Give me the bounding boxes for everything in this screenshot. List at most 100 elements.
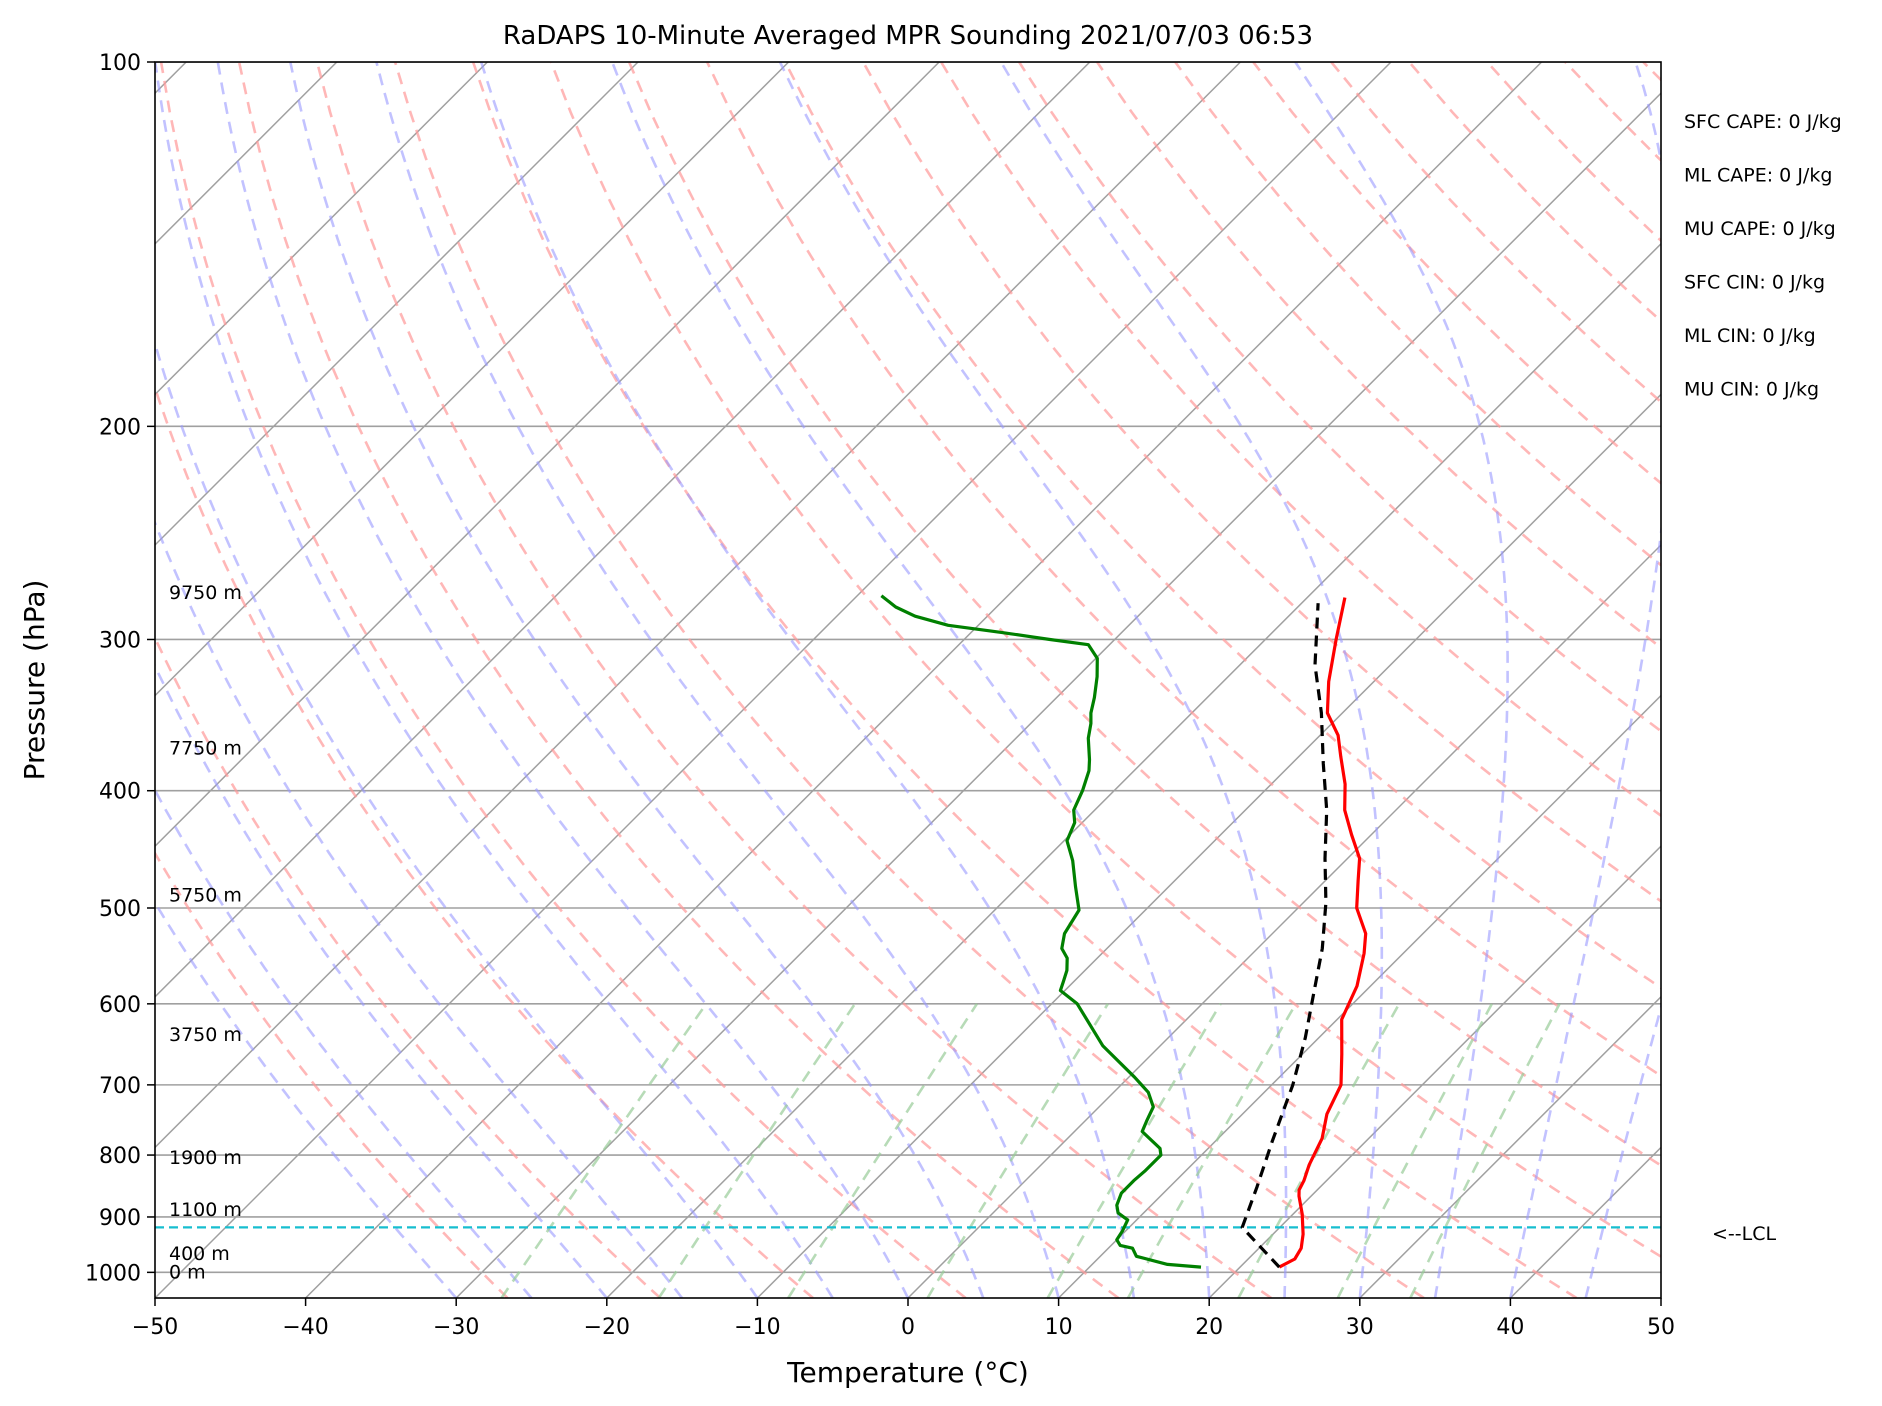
moist-adiabat-line <box>155 900 458 1298</box>
x-tick-label: −30 <box>433 1315 479 1340</box>
dry-adiabat-line <box>155 850 509 1298</box>
isotherm-line <box>155 62 940 848</box>
dry-adiabat-line <box>159 62 967 1298</box>
dry-adiabat-line <box>393 62 1425 1298</box>
x-tick-label: 40 <box>1496 1315 1524 1340</box>
y-axis-label: Pressure (hPa) <box>18 580 51 781</box>
dry-adiabat-line <box>1721 62 1882 1298</box>
dry-adiabat-line <box>1252 62 1661 485</box>
y-axis-ticks: 100 200 300 400 500 600 700 800 900 1000 <box>85 51 155 1286</box>
dry-adiabat-line <box>1564 62 1661 163</box>
dry-adiabats <box>155 62 1882 1298</box>
dry-adiabat-line <box>939 62 1661 818</box>
x-tick-label: −50 <box>132 1315 178 1340</box>
stability-index-text: MU CAPE: 0 J/kg <box>1684 218 1836 240</box>
stability-index-text: SFC CIN: 0 J/kg <box>1684 272 1825 294</box>
temperature-profile <box>1278 597 1368 1269</box>
height-labels: 9750 m 7750 m 5750 m 3750 m 1900 m 1100 m 400 … <box>169 582 242 1283</box>
dry-adiabat-line <box>237 62 1120 1298</box>
moist-adiabat-line <box>216 62 910 1298</box>
moist-adiabat-line <box>155 519 684 1298</box>
mixing-ratio-line <box>1336 1003 1494 1298</box>
isotherm-line <box>155 62 1392 1298</box>
isotherm-line <box>1509 1146 1661 1298</box>
isotherm-line <box>305 62 1543 1298</box>
y-tick-label: 900 <box>99 1206 141 1231</box>
moist-adiabat-line <box>155 338 759 1298</box>
dry-adiabat-line <box>861 62 1661 903</box>
y-tick-label: 1000 <box>85 1261 141 1286</box>
height-label: 400 m <box>169 1243 230 1265</box>
dry-adiabat-line <box>1486 62 1661 243</box>
dry-adiabat-line <box>627 62 1661 1168</box>
isotherm-line <box>1208 845 1661 1298</box>
dry-adiabat-line <box>1408 62 1661 323</box>
isotherm-line <box>155 62 1241 1149</box>
mixing-ratio-line <box>1409 1003 1561 1298</box>
height-label: 9750 m <box>169 582 242 604</box>
height-label: 1100 m <box>169 1199 242 1221</box>
moist-adiabat-line <box>778 62 1288 1298</box>
dry-adiabat-line <box>1018 62 1661 733</box>
isotherm-line <box>155 62 639 547</box>
height-label: 0 m <box>169 1261 206 1283</box>
moist-adiabats <box>155 62 1661 1298</box>
moist-adiabat-line <box>1584 1002 1661 1298</box>
mixing-ratio-lines <box>500 1003 1561 1298</box>
moist-adiabat-line <box>155 62 834 1298</box>
stability-index-text: ML CIN: 0 J/kg <box>1684 325 1816 347</box>
x-tick-label: 30 <box>1346 1315 1374 1340</box>
x-tick-label: −20 <box>584 1315 630 1340</box>
mixing-ratio-line <box>1237 1003 1401 1298</box>
mixing-ratio-line <box>926 1003 1109 1298</box>
stability-indices: SFC CAPE: 0 J/kg ML CAPE: 0 J/kg MU CAPE: … <box>1684 111 1842 401</box>
moist-adiabat-line <box>999 62 1384 1298</box>
y-tick-label: 600 <box>99 993 141 1018</box>
x-tick-label: −40 <box>282 1315 328 1340</box>
height-label: 7750 m <box>169 737 242 759</box>
height-label: 5750 m <box>169 884 242 906</box>
height-label: 3750 m <box>169 1024 242 1046</box>
dry-adiabat-line <box>1330 62 1661 404</box>
dry-adiabat-line <box>549 62 1661 1259</box>
y-tick-label: 800 <box>99 1144 141 1169</box>
y-tick-label: 700 <box>99 1074 141 1099</box>
dry-adiabat-line <box>1642 62 1661 82</box>
dry-adiabat-line <box>783 62 1661 990</box>
mixing-ratio-line <box>657 1003 857 1298</box>
isotherm-line <box>907 543 1661 1298</box>
isotherm-line <box>1359 995 1661 1298</box>
isotherm-line <box>455 92 1661 1298</box>
stability-index-text: SFC CAPE: 0 J/kg <box>1684 111 1842 133</box>
moist-adiabat-line <box>289 62 985 1298</box>
moist-adiabat-line <box>1509 62 1661 1298</box>
moist-adiabat-line <box>375 62 1060 1298</box>
stability-index-text: ML CAPE: 0 J/kg <box>1684 165 1832 187</box>
x-tick-label: 20 <box>1195 1315 1223 1340</box>
moist-adiabat-line <box>610 62 1211 1298</box>
isotherm-line <box>756 393 1661 1298</box>
dry-adiabat-line <box>315 62 1272 1298</box>
moist-adiabat-line <box>155 663 608 1298</box>
chart-title: RaDAPS 10-Minute Averaged MPR Sounding 2… <box>503 21 1313 51</box>
moist-adiabat-line <box>155 787 533 1298</box>
mixing-ratio-line <box>500 1003 708 1298</box>
height-label: 1900 m <box>169 1147 242 1169</box>
isotherm-line <box>155 62 488 396</box>
x-tick-label: 0 <box>901 1315 915 1340</box>
stability-index-text: MU CIN: 0 J/kg <box>1684 379 1819 401</box>
y-tick-label: 100 <box>99 51 141 76</box>
dry-adiabat-line <box>1096 62 1661 650</box>
dry-adiabat-line <box>471 62 1578 1298</box>
x-tick-label: −10 <box>734 1315 780 1340</box>
dry-adiabat-line <box>155 634 662 1298</box>
mixing-ratio-line <box>1126 1003 1298 1298</box>
x-tick-label: 50 <box>1647 1315 1675 1340</box>
mixing-ratio-line <box>1046 1003 1222 1298</box>
dry-adiabat-line <box>1174 62 1661 567</box>
y-tick-label: 400 <box>99 780 141 805</box>
isotherm-line <box>1058 694 1661 1298</box>
dewpoint-profile <box>880 594 1202 1269</box>
